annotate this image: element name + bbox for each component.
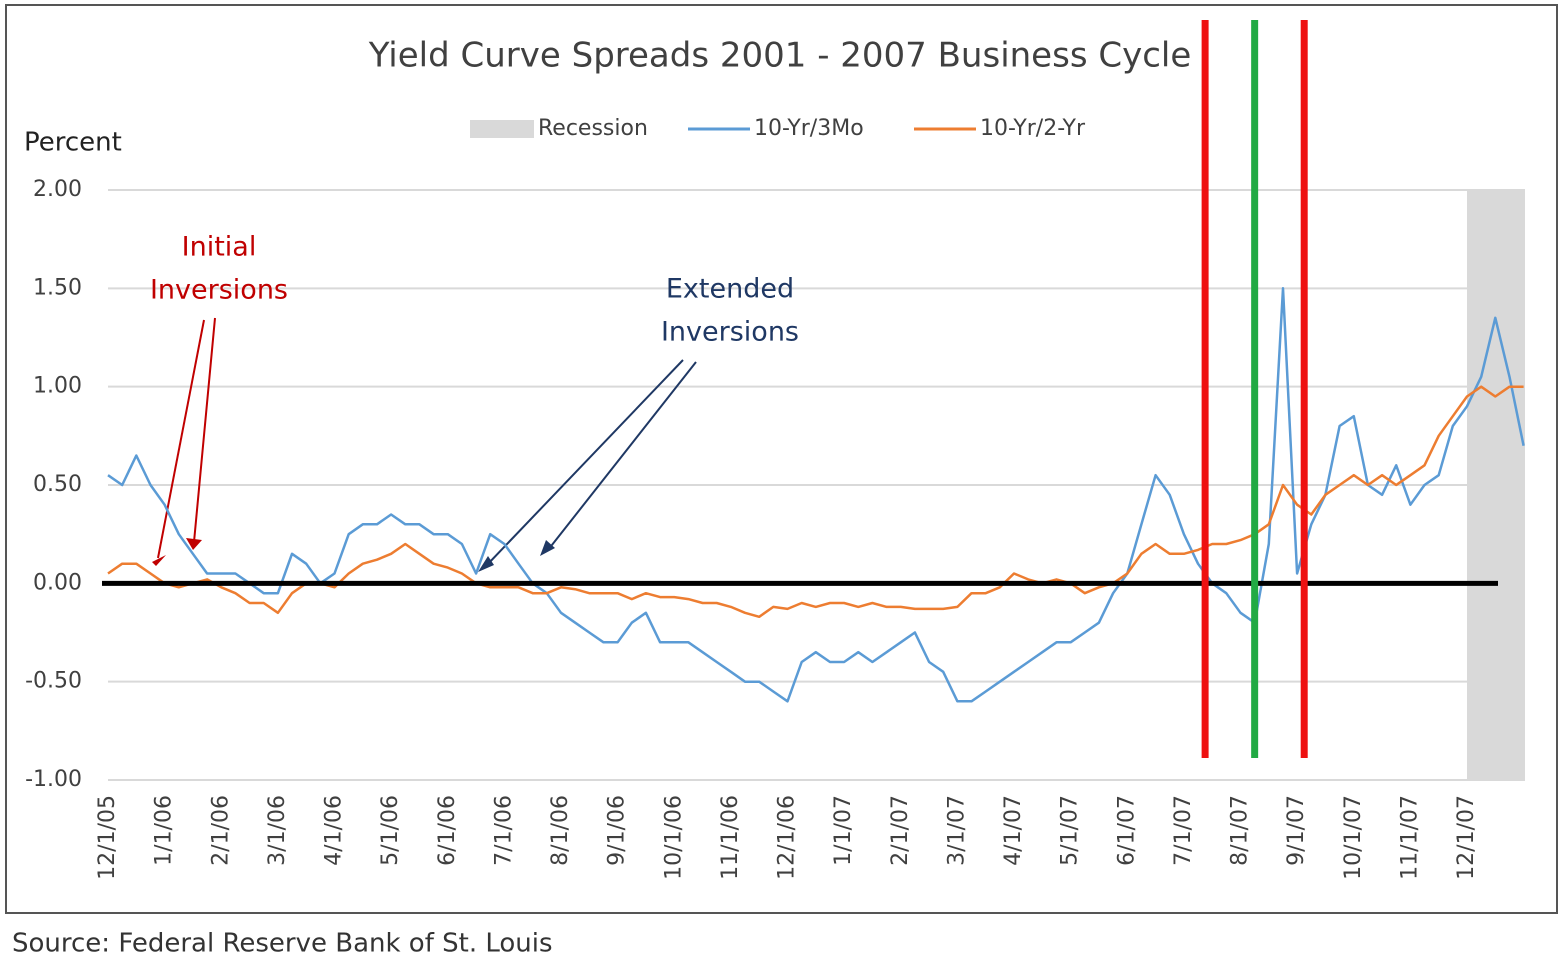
chart-title: Yield Curve Spreads 2001 - 2007 Business… — [368, 36, 1192, 76]
annotation: Extended — [666, 274, 794, 305]
y-tick-label: -1.00 — [25, 767, 82, 792]
y-tick-label: 0.50 — [33, 472, 82, 497]
source: Source: Federal Reserve Bank of St. Loui… — [12, 929, 553, 959]
arrow — [193, 317, 216, 543]
x-tick-label: 10/1/07 — [1341, 795, 1366, 880]
x-tick-label: 11/1/07 — [1397, 795, 1422, 880]
x-tick-label: 4/1/06 — [322, 795, 347, 866]
legend-label: Recession — [538, 116, 648, 141]
arrowhead — [478, 556, 494, 572]
x-tick-label: 11/1/06 — [718, 795, 743, 880]
x-tick-label: 1/1/06 — [152, 795, 177, 866]
x-tick-label: 6/1/07 — [1114, 795, 1139, 866]
series-line — [107, 385, 1524, 619]
arrow — [157, 319, 205, 559]
x-tick-label: 9/1/07 — [1284, 795, 1309, 866]
y-axis-label: Percent — [24, 128, 122, 158]
annotation: Inversions — [661, 317, 799, 348]
series-line — [107, 287, 1525, 703]
x-tick-label: 10/1/06 — [661, 795, 686, 880]
x-tick-label: 12/1/07 — [1454, 795, 1479, 880]
x-tick-label: 12/1/06 — [775, 795, 800, 880]
annotation: Inversions — [150, 275, 288, 306]
legend-label: 10-Yr/3Mo — [754, 116, 864, 141]
chart-frame — [5, 4, 1558, 914]
x-tick-label: 1/1/07 — [831, 795, 856, 866]
y-tick-label: 0.00 — [33, 570, 82, 595]
x-tick-label: 8/1/06 — [548, 795, 573, 866]
x-tick-label: 7/1/07 — [1171, 795, 1196, 866]
arrowhead — [152, 555, 166, 566]
arrow — [547, 361, 697, 551]
x-tick-label: 5/1/07 — [1058, 795, 1083, 866]
y-tick-label: -0.50 — [25, 669, 82, 694]
x-tick-label: 4/1/07 — [1001, 795, 1026, 866]
y-tick-label: 1.50 — [33, 275, 82, 300]
x-tick-label: 9/1/06 — [605, 795, 630, 866]
y-tick-label: 2.00 — [33, 177, 82, 202]
x-tick-label: 3/1/07 — [944, 795, 969, 866]
annotation: Initial — [182, 232, 257, 263]
x-tick-label: 5/1/06 — [378, 795, 403, 866]
x-tick-label: 7/1/06 — [491, 795, 516, 866]
x-tick-label: 6/1/06 — [435, 795, 460, 866]
x-tick-label: 2/1/06 — [208, 795, 233, 866]
x-tick-label: 12/1/05 — [95, 795, 120, 880]
annotation-arrows — [152, 317, 697, 572]
y-tick-label: 1.00 — [33, 374, 82, 399]
arrowhead — [186, 538, 202, 550]
x-tick-label: 2/1/07 — [888, 795, 913, 866]
arrow — [485, 359, 684, 567]
legend-swatch — [470, 120, 534, 138]
x-tick-label: 8/1/07 — [1228, 795, 1253, 866]
x-tick-label: 3/1/06 — [265, 795, 290, 866]
legend-label: 10-Yr/2-Yr — [980, 116, 1086, 141]
arrowhead — [540, 540, 555, 556]
